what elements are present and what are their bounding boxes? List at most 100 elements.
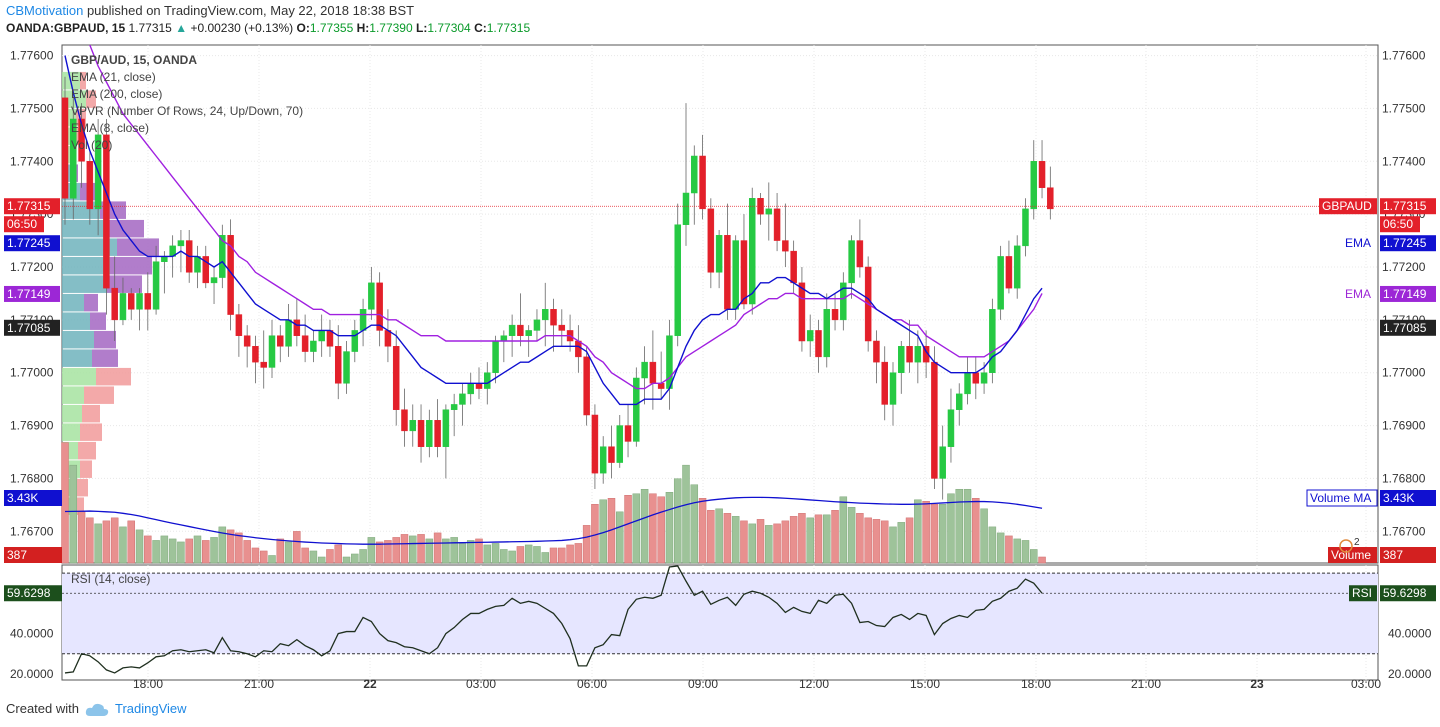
candle-body [666,335,673,389]
volume-bar [715,508,723,564]
candle-body [931,361,938,479]
author-link[interactable]: CBMotivation [6,3,84,18]
volume-bar [740,520,748,564]
volume-bar [963,488,972,564]
candle-body [715,235,723,273]
candle-body [815,330,822,358]
candle-body [442,409,450,447]
candle-body [989,309,996,373]
candle-body [889,372,897,405]
candle-body [575,340,582,358]
price-tag-right: 1.77315 [1383,199,1427,213]
volume-bar [632,493,641,564]
candle-body [492,340,499,373]
candle-body [633,377,640,442]
rsi-name-tag: RSI [1352,586,1372,600]
candle-body [202,256,210,284]
vpvr-up-bar [62,330,94,349]
volume-bar [707,510,715,564]
candle-body [533,319,541,331]
symbol-header: OANDA:GBPAUD, 15 1.77315 ▲ +0.00230 (+0.… [6,21,530,35]
high-value: 1.77390 [369,21,413,35]
vpvr-down-bar [76,108,86,127]
vpvr-down-bar [80,423,102,441]
candle-body [227,235,234,315]
ema200-tag-right-bg [1380,285,1436,302]
candle-body [997,256,1004,310]
volume-bar [765,525,773,564]
volume-bar [624,495,632,564]
candle-body [624,425,632,442]
time-tick: 18:00 [1021,677,1051,691]
candle-body [649,361,657,384]
volume-bar [135,529,144,564]
volume-bar [1021,540,1030,564]
candle-body [1030,161,1038,210]
volume-bar [682,464,690,564]
symbol-tag: GBPAUD [1322,199,1372,213]
candle-body [881,361,888,405]
candle-body [972,372,980,384]
volume-bar [748,523,756,564]
candle-body [152,261,160,310]
candle-body [873,340,880,363]
volume-bar [839,496,848,564]
volume-bar [773,523,781,564]
vol-name-tag-bg [1328,547,1377,563]
vpvr-down-bar [94,330,116,349]
ema21-tag-left: 1.77245 [7,236,51,250]
volma-tag-left: 3.43K [7,491,38,505]
candle-body [641,361,648,379]
time-tick: 06:00 [577,677,607,691]
volume-bar [433,532,442,564]
ema200-tag-right: 1.77149 [1383,287,1427,301]
candle-body [111,287,118,321]
tradingview-link[interactable]: TradingView [114,701,187,716]
legend-item: VPVR (Number Of Rows, 24, Up/Down, 70) [71,104,303,118]
up-arrow-icon: ▲ [175,21,188,35]
volume-bar [152,540,160,564]
candle-body [417,420,425,447]
price-tick-right: 1.77000 [1382,366,1426,380]
open-value: 1.77355 [309,21,354,35]
price-tag-left: 1.77315 [7,199,51,213]
level-tag-left: 1.77085 [7,321,51,335]
vpvr-down-bar [108,219,144,238]
candle-body [550,309,557,326]
vpvr-down-bar [80,460,92,478]
volume-bar [698,498,707,564]
volume-bar [856,513,864,564]
volume-bar [259,550,268,564]
time-tick: 23 [1250,677,1264,691]
volume-bar [549,547,558,564]
candle-body [368,282,375,310]
rsi-tick-right: 40.0000 [1388,627,1432,641]
candle-body [301,335,309,352]
volume-bar [996,532,1005,564]
time-tick: 21:00 [244,677,274,691]
volume-bar [980,508,988,564]
volume-bar [756,519,765,564]
volume-bar [798,513,806,564]
time-tick: 22 [363,677,377,691]
candle-body [426,420,433,447]
volume-bar [1038,556,1046,564]
candle-body [947,409,955,447]
volume-bar [657,496,665,564]
low-value: 1.77304 [427,21,471,35]
volume-bar [94,523,102,564]
publish-header: CBMotivation published on TradingView.co… [6,3,414,18]
price-tick-right: 1.77400 [1382,154,1426,168]
volume-bar [276,538,285,564]
candle-body [475,383,483,389]
volume-bar [947,493,955,564]
ema21-name-tag: EMA [1345,236,1371,250]
price-tag-left-bg [4,198,60,215]
candle-body [914,346,922,363]
candle-body [119,293,127,321]
ema21-tag-left-bg [4,235,60,252]
candle-body [848,240,855,284]
volume-bar [508,550,516,564]
ema21-tag-right: 1.77245 [1383,236,1427,250]
